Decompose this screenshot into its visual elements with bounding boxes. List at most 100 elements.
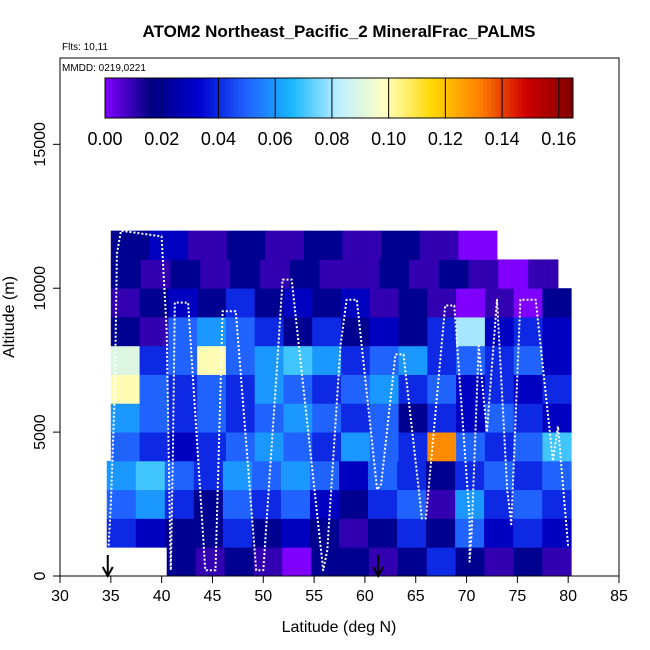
heatmap-cell <box>542 317 572 347</box>
x-tick-label: 75 <box>508 588 526 605</box>
heatmap-cell <box>349 259 380 289</box>
x-tick-label: 85 <box>610 588 628 605</box>
colorbar-segment <box>479 78 484 118</box>
heatmap-cell <box>513 374 543 404</box>
heatmap-cell <box>398 317 428 347</box>
heatmap-cell <box>542 460 572 491</box>
colorbar-tick-label: 0.12 <box>428 129 463 149</box>
colorbar-segment <box>186 78 192 118</box>
colorbar-segment <box>534 78 539 118</box>
colorbar-segment <box>140 78 145 118</box>
y-tick-label: 5000 <box>32 414 49 450</box>
colorbar-segment <box>409 78 414 118</box>
dates-label: MMDD: 0219,0221 <box>62 63 146 74</box>
colorbar-segment <box>105 78 110 118</box>
heatmap-cell <box>303 230 343 260</box>
colorbar-segment <box>374 78 379 118</box>
heatmap-cell <box>140 259 171 289</box>
colorbar-segment <box>545 78 551 118</box>
heatmap-cell <box>149 230 189 260</box>
colorbar-segment <box>459 78 465 118</box>
heatmap-cell <box>193 518 224 548</box>
colorbar-tick-label: 0.06 <box>258 129 293 149</box>
x-tick-label: 40 <box>153 588 171 605</box>
colorbar-segment <box>167 78 172 118</box>
colorbar-segment <box>276 78 281 118</box>
heatmap-cell <box>226 230 266 260</box>
colorbar-segment <box>300 78 305 118</box>
heatmap-cell <box>222 489 253 519</box>
heatmap-cell <box>379 259 410 289</box>
colorbar-segment <box>233 78 239 118</box>
colorbar-segment <box>467 78 473 118</box>
colorbar-segment <box>296 78 301 118</box>
colorbar-segment <box>444 78 449 118</box>
colorbar-tick-label: 0.00 <box>87 129 122 149</box>
heatmap-cell <box>253 547 283 577</box>
heatmap-cell <box>381 230 421 260</box>
colorbar-segment <box>463 78 469 118</box>
heatmap-cell <box>513 489 543 519</box>
heatmap-cell <box>513 518 543 548</box>
colorbar-segment <box>257 78 262 118</box>
x-tick-label: 70 <box>458 588 476 605</box>
heatmap-cell <box>338 489 369 519</box>
heatmap-cell <box>426 460 456 491</box>
colorbar-segment <box>253 78 258 118</box>
heatmap-cell <box>419 230 459 260</box>
heatmap-cell <box>397 547 428 577</box>
colorbar-segment <box>456 78 461 118</box>
heatmap-cell <box>254 345 284 375</box>
heatmap-cell <box>110 432 140 462</box>
heatmap-cell <box>309 518 340 548</box>
x-tick-label: 65 <box>407 588 425 605</box>
x-tick-label: 45 <box>204 588 222 605</box>
colorbar-segment <box>108 78 114 118</box>
heatmap-cell <box>110 230 150 260</box>
heatmap-cell <box>188 230 228 260</box>
heatmap-cell <box>427 374 457 404</box>
heatmap-cell <box>369 403 399 433</box>
colorbar-segment <box>537 78 543 118</box>
heatmap-cell <box>139 317 169 347</box>
colorbar-segment <box>237 78 242 118</box>
colorbar-segment <box>518 78 523 118</box>
colorbar-segment <box>432 78 437 118</box>
heatmap-cell <box>251 460 282 491</box>
x-tick-label: 35 <box>102 588 120 605</box>
colorbar-segment <box>557 78 562 118</box>
heatmap-cell <box>135 460 166 491</box>
heatmap-cell <box>368 518 398 548</box>
heatmap-cell <box>168 317 198 347</box>
colorbar-segment <box>218 78 223 118</box>
heatmap-cell <box>484 518 514 548</box>
colorbar-segment <box>116 78 122 118</box>
heatmap-cell <box>254 432 284 462</box>
heatmap-cell <box>484 432 515 462</box>
colorbar-tick-label: 0.08 <box>314 129 349 149</box>
heatmap-cell <box>139 403 169 433</box>
heatmap-cell <box>398 403 428 433</box>
colorbar-segment <box>440 78 445 118</box>
colorbar-segment <box>424 78 430 118</box>
heatmap-cell <box>468 259 499 289</box>
heatmap-cell <box>340 547 370 577</box>
heatmap-cell <box>225 374 256 404</box>
colorbar-segment <box>335 78 340 118</box>
heatmap-cell <box>135 518 166 548</box>
heatmap-cell <box>542 345 572 375</box>
colorbar-segment <box>202 78 207 118</box>
colorbar-segment <box>475 78 480 118</box>
heatmap-cell <box>408 259 440 289</box>
heatmap-cell <box>426 489 456 519</box>
heatmap-cell <box>369 374 399 404</box>
heatmap-cell <box>197 374 227 404</box>
heatmap-cell <box>265 230 305 260</box>
flights-label: Flts: 10,11 <box>62 42 108 53</box>
heatmap-cells <box>106 230 572 577</box>
heatmap-cell <box>254 288 284 318</box>
heatmap-cell <box>542 547 572 577</box>
colorbar-segment <box>370 78 375 118</box>
colorbar-segment <box>198 78 203 118</box>
colorbar-segment <box>358 78 363 118</box>
